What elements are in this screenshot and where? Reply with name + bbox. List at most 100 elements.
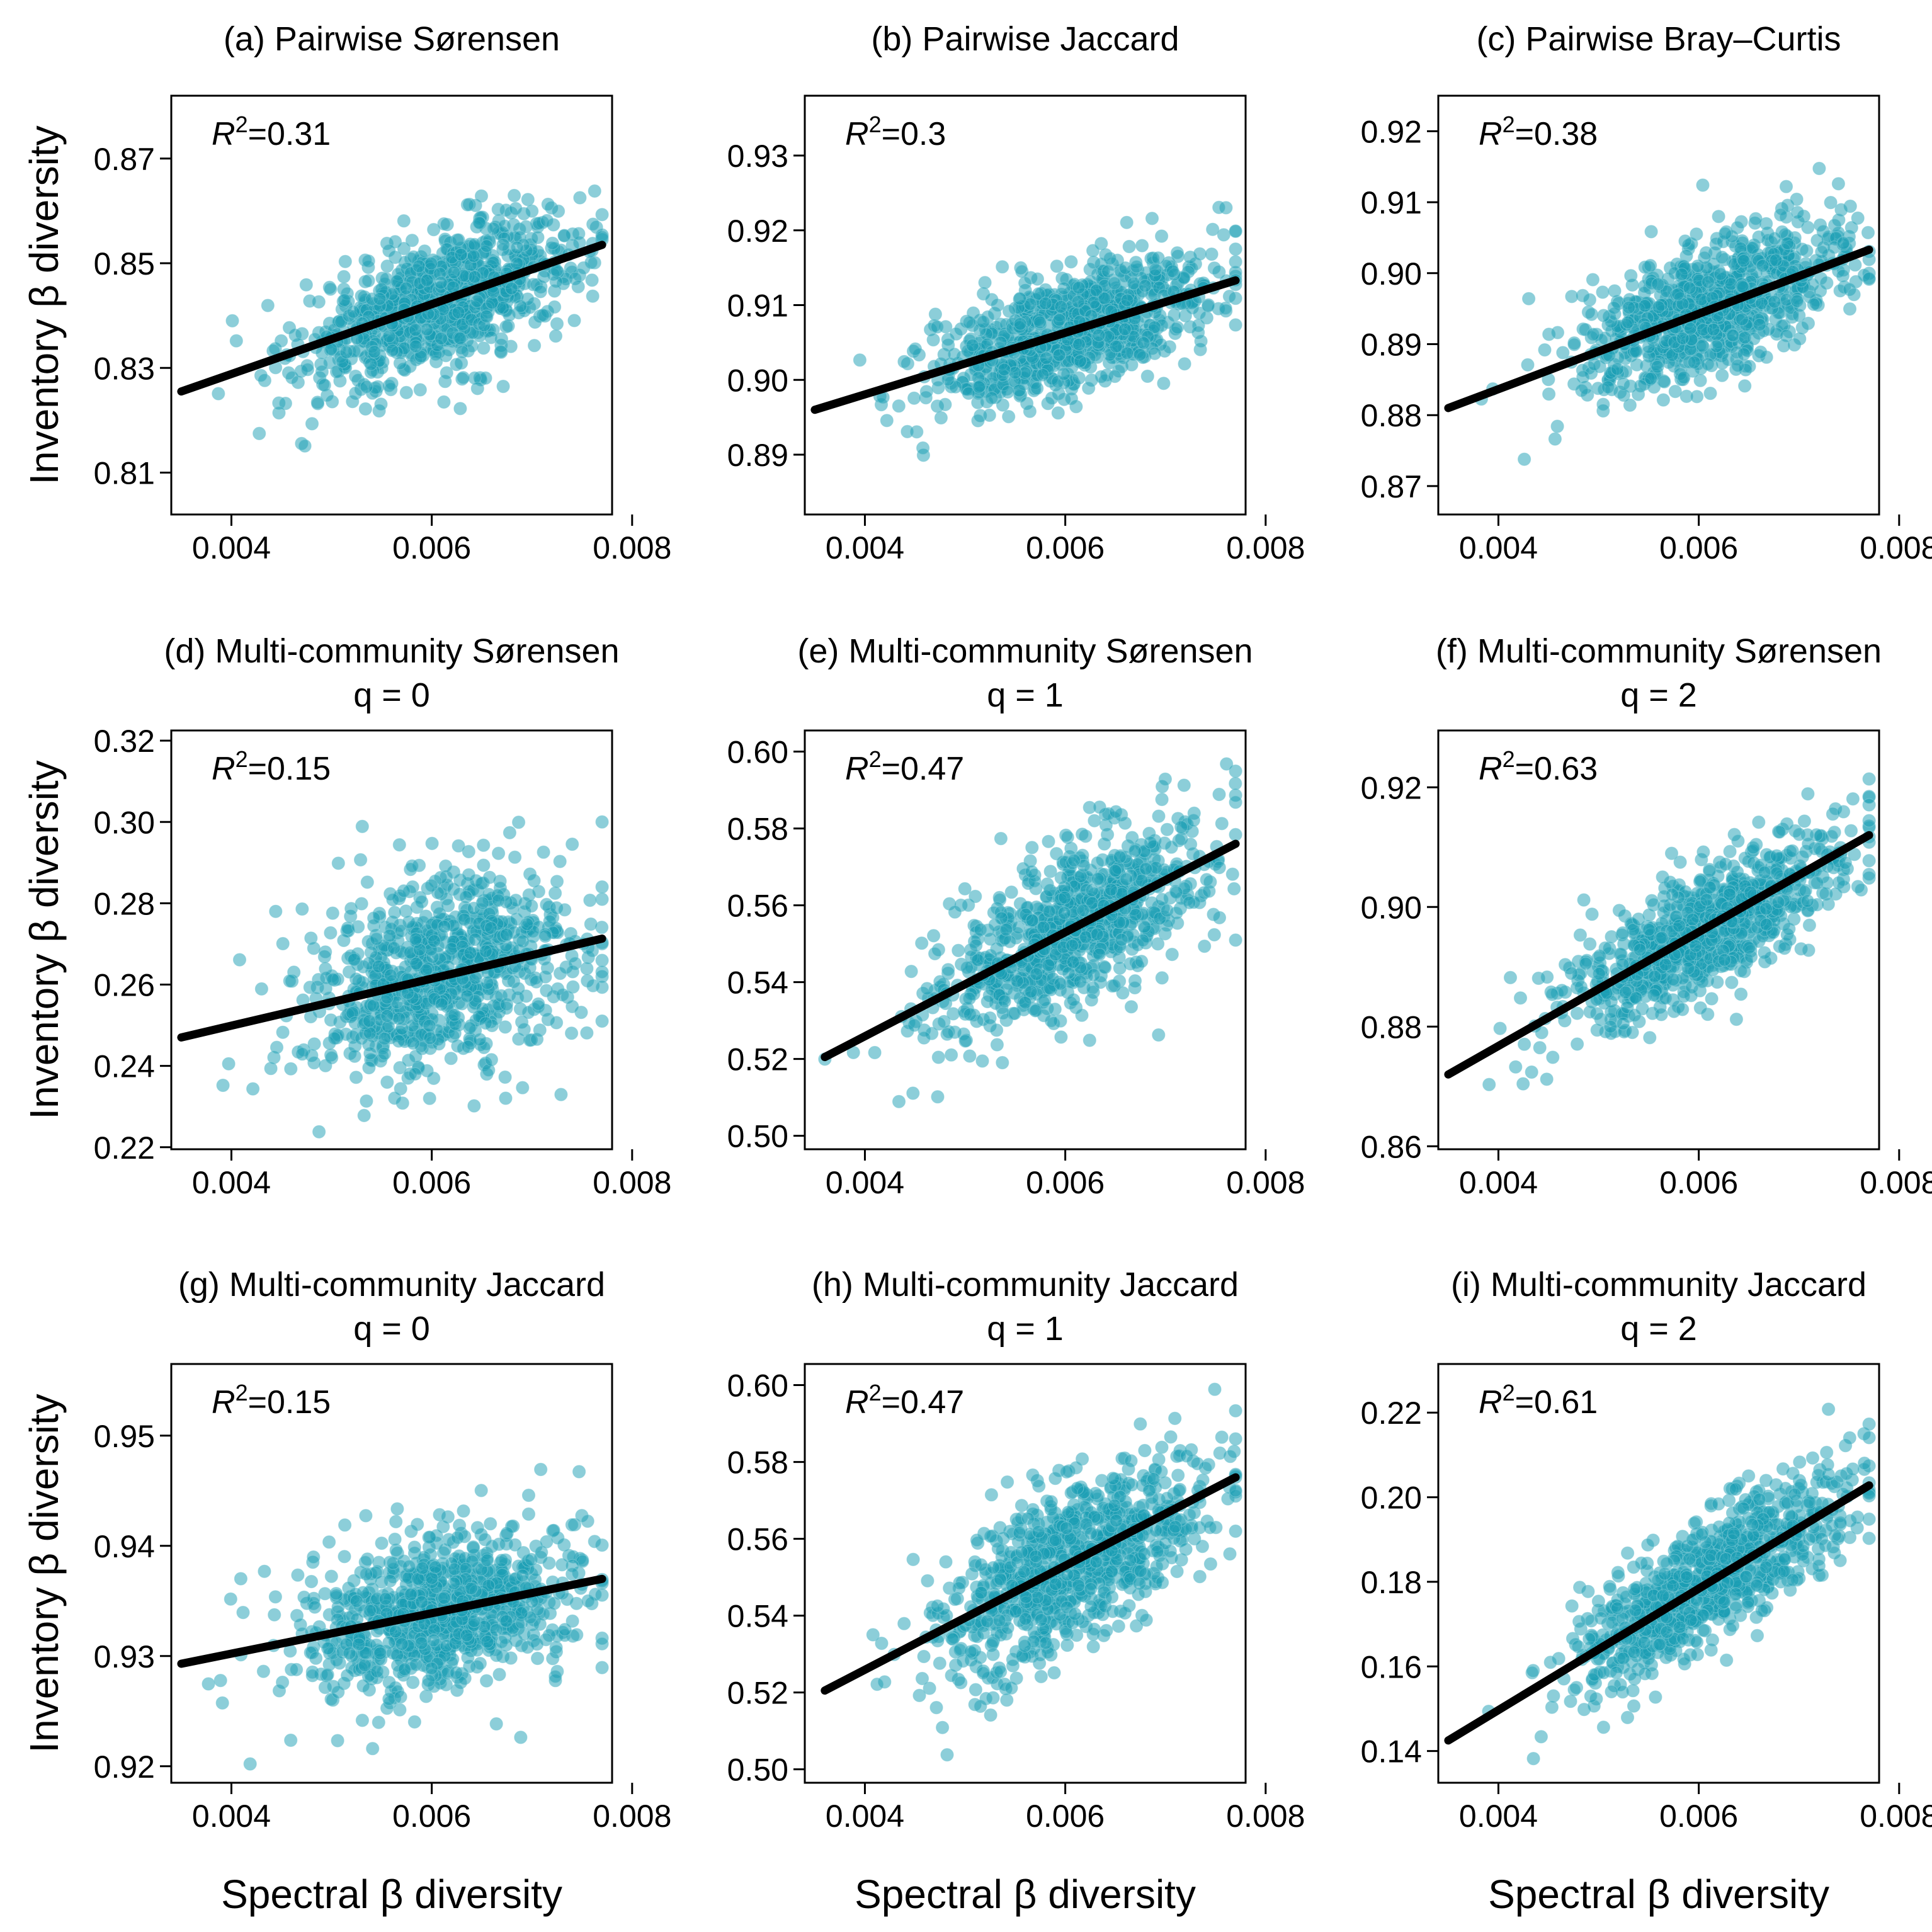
data-point [586, 217, 600, 231]
data-point [962, 315, 977, 329]
data-point [360, 875, 374, 889]
data-point [254, 982, 268, 996]
data-point [1844, 220, 1858, 235]
data-point [475, 896, 489, 910]
data-point [1135, 239, 1149, 253]
data-point [1072, 338, 1086, 351]
data-point [1109, 805, 1123, 819]
data-point [434, 276, 448, 290]
data-point [362, 1014, 377, 1028]
data-point [978, 276, 992, 290]
data-point [397, 884, 411, 898]
data-point [541, 197, 555, 212]
data-point [1567, 338, 1581, 351]
data-point [1671, 287, 1685, 301]
scatter-points [212, 184, 609, 453]
data-point [1057, 281, 1071, 295]
data-point [1843, 302, 1857, 316]
data-point [1795, 242, 1809, 256]
data-point [1738, 331, 1752, 344]
data-point [982, 408, 996, 423]
y-tick-label: 0.30 [94, 805, 155, 840]
data-point [499, 997, 514, 1011]
r-squared-exponent: 2 [236, 746, 248, 772]
data-point [394, 924, 408, 938]
data-point [1036, 368, 1050, 382]
data-point [1715, 368, 1729, 382]
data-point [536, 308, 550, 322]
plot-frame [170, 94, 613, 516]
data-point [1651, 360, 1664, 373]
data-point [1824, 196, 1838, 210]
data-point [357, 1108, 371, 1123]
data-point [1565, 290, 1579, 304]
data-point [545, 236, 560, 250]
data-point [477, 341, 491, 355]
data-point [907, 391, 921, 405]
data-point [1814, 284, 1827, 298]
data-point [472, 216, 486, 230]
data-point [270, 1040, 284, 1054]
data-point [1585, 907, 1599, 921]
data-point [1087, 968, 1101, 982]
data-point [566, 980, 580, 994]
data-point [915, 936, 929, 950]
y-tick-label: 0.90 [727, 363, 788, 398]
data-point [484, 921, 498, 935]
data-point [1713, 267, 1727, 281]
data-point [1583, 293, 1596, 307]
data-point [470, 382, 484, 395]
data-point [1644, 259, 1657, 273]
data-point [547, 300, 562, 314]
data-point [1101, 264, 1115, 278]
data-point [1193, 306, 1207, 320]
data-point [393, 356, 407, 370]
data-point [399, 281, 413, 295]
data-point [1638, 299, 1652, 313]
data-point [1807, 297, 1821, 311]
data-point [1158, 772, 1173, 786]
data-point [499, 928, 513, 941]
data-point [963, 1049, 977, 1063]
data-point [565, 837, 579, 851]
data-point [1726, 329, 1740, 343]
y-axis: 0.810.830.850.87 [94, 142, 171, 491]
data-point [324, 926, 338, 940]
data-point [303, 294, 317, 308]
data-point [1584, 307, 1598, 321]
data-point [1721, 353, 1735, 367]
data-point [1108, 369, 1122, 384]
data-point [423, 1031, 437, 1045]
data-point [1094, 370, 1108, 384]
data-point [952, 943, 965, 958]
data-point [1790, 192, 1804, 207]
data-point [413, 383, 427, 397]
data-point [462, 844, 475, 859]
data-point [897, 355, 911, 368]
data-point [947, 347, 961, 361]
data-point [1098, 837, 1111, 851]
data-point [996, 260, 1009, 274]
data-point [980, 994, 994, 1009]
data-point [1212, 860, 1226, 875]
data-point [433, 906, 446, 921]
data-point [305, 417, 319, 431]
data-point [435, 997, 448, 1011]
data-point [892, 1094, 906, 1108]
data-point [1098, 960, 1112, 975]
data-point [1130, 259, 1144, 273]
data-point [994, 336, 1008, 349]
data-point [960, 961, 974, 975]
data-point [538, 970, 552, 984]
data-point [492, 893, 506, 907]
data-point [972, 380, 986, 394]
data-point [295, 1047, 309, 1061]
y-tick-label: 0.91 [1361, 185, 1422, 220]
data-point [1769, 253, 1783, 267]
data-point [380, 259, 394, 273]
data-point [372, 960, 386, 974]
data-point [1042, 834, 1055, 848]
data-point [397, 242, 411, 256]
data-point [1183, 838, 1198, 851]
data-point [1738, 379, 1752, 393]
